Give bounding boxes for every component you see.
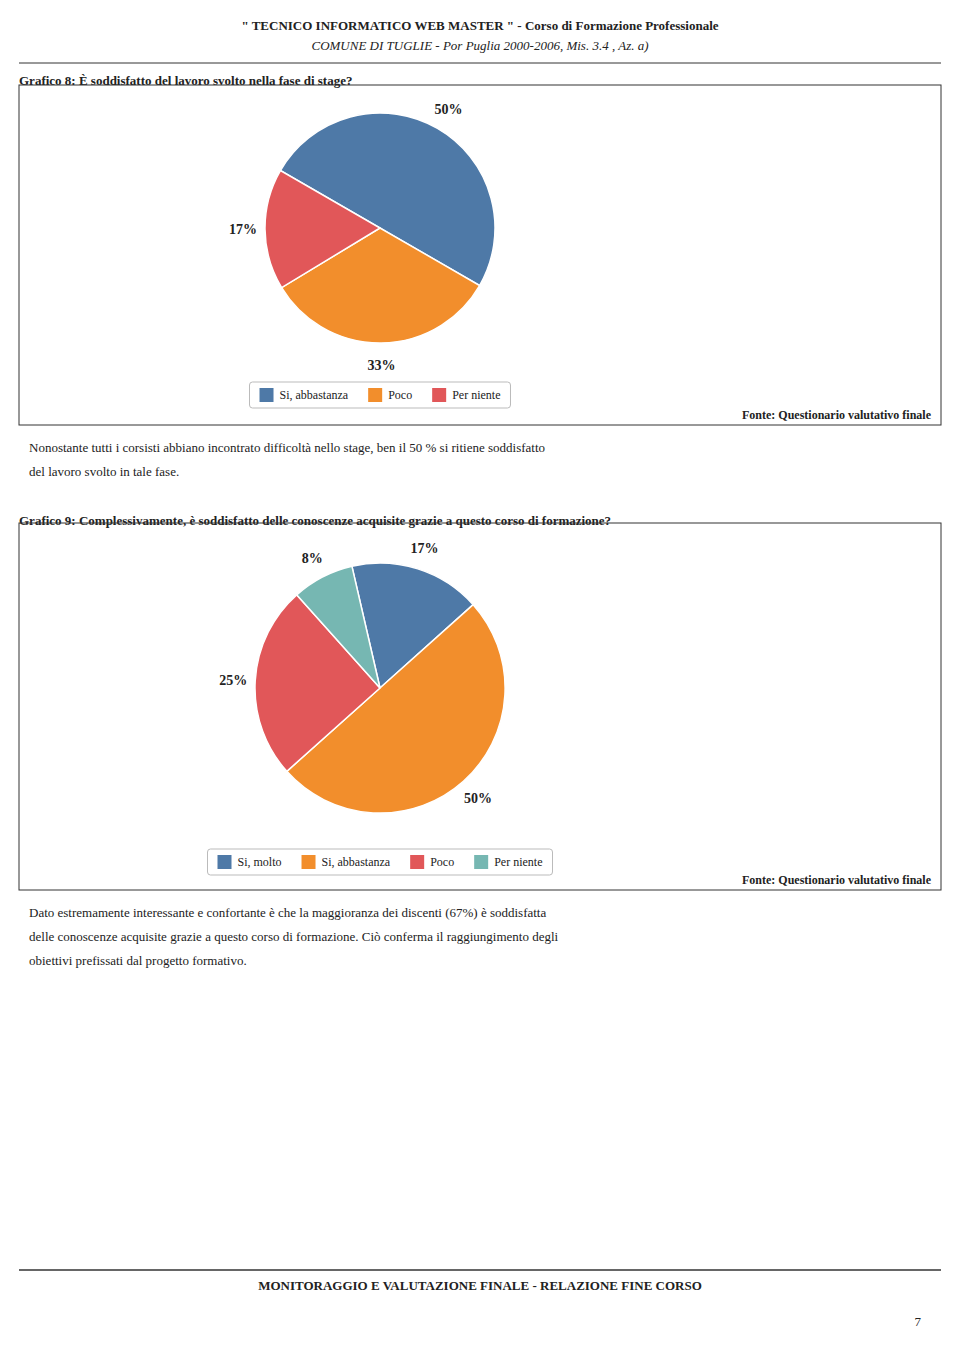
legend-item: Si, abbastanza: [302, 855, 391, 869]
legend-label: Si, abbastanza: [280, 388, 349, 402]
legend-swatch: [368, 388, 382, 402]
legend-item: Per niente: [432, 388, 500, 402]
chart-caption-line: Nonostante tutti i corsisti abbiano inco…: [29, 440, 545, 455]
data-label: 17%: [229, 222, 257, 237]
legend-frame: [208, 849, 553, 875]
slices: [265, 113, 495, 343]
legend-label: Poco: [430, 855, 454, 869]
legend-item: Poco: [368, 388, 412, 402]
chart-frame: [19, 85, 941, 425]
chart-caption-line: Dato estremamente interessante e confort…: [29, 905, 546, 920]
legend-item: Si, molto: [218, 855, 282, 869]
legend-label: Per niente: [494, 855, 542, 869]
legend-swatch: [218, 855, 232, 869]
legend-swatch: [474, 855, 488, 869]
data-label: 8%: [302, 550, 323, 565]
legend-swatch: [410, 855, 424, 869]
data-labels: 50% 33% 17%: [229, 102, 462, 373]
page-number: 7: [915, 1314, 922, 1329]
chart-title: Grafico 9: Complessivamente, è soddisfat…: [19, 513, 611, 528]
legend-label: Per niente: [452, 388, 500, 402]
chart-caption-line: delle conoscenze acquisite grazie a ques…: [29, 929, 559, 944]
data-label: 33%: [367, 358, 395, 373]
legend-frame: [250, 382, 511, 408]
pie-slice: [265, 171, 380, 288]
page-title: " TECNICO INFORMATICO WEB MASTER " - Cor…: [241, 18, 718, 33]
rule: [19, 63, 941, 64]
rule: [19, 1269, 941, 1271]
chart-frame: [19, 523, 941, 890]
data-label: 50%: [435, 102, 463, 117]
data-label: 50%: [464, 791, 492, 806]
chart-caption: Dato estremamente interessante e confort…: [29, 905, 559, 968]
legend-label: Si, abbastanza: [322, 855, 391, 869]
chart-source: Fonte: Questionario valutativo finale: [742, 408, 932, 422]
pie-slice: [297, 566, 380, 688]
legend-label: Poco: [388, 388, 412, 402]
data-label: 17%: [410, 541, 438, 556]
legend-label: Si, molto: [238, 855, 282, 869]
data-labels: 17% 50% 25% 8%: [219, 541, 492, 806]
chart-source: Fonte: Questionario valutativo finale: [742, 873, 932, 887]
chart-title: Grafico 8: È soddisfatto del lavoro svol…: [19, 73, 352, 88]
legend-item: Per niente: [474, 855, 542, 869]
page-background: [0, 0, 960, 1348]
chart-caption-line: del lavoro svolto in tale fase.: [29, 464, 179, 479]
page-subtitle: COMUNE DI TUGLIE - Por Puglia 2000-2006,…: [311, 38, 648, 53]
page-footer: MONITORAGGIO E VALUTAZIONE FINALE - RELA…: [258, 1278, 702, 1293]
slices: [255, 563, 505, 813]
legend-swatch: [260, 388, 274, 402]
legend: Si, molto Si, abbastanza Poco Per niente: [208, 849, 553, 875]
legend: Si, abbastanza Poco Per niente: [250, 382, 511, 408]
legend-swatch: [432, 388, 446, 402]
chart-caption: Nonostante tutti i corsisti abbiano inco…: [29, 440, 545, 479]
page: " TECNICO INFORMATICO WEB MASTER " - Cor…: [0, 0, 960, 1348]
pie-chart: Grafico 8: È soddisfatto del lavoro svol…: [19, 73, 941, 479]
pie-chart: Grafico 9: Complessivamente, è soddisfat…: [19, 513, 941, 968]
legend-swatch: [302, 855, 316, 869]
legend-item: Poco: [410, 855, 454, 869]
legend-item: Si, abbastanza: [260, 388, 349, 402]
chart-caption-line: obiettivi prefissati dal progetto format…: [29, 953, 247, 968]
data-label: 25%: [219, 673, 247, 688]
